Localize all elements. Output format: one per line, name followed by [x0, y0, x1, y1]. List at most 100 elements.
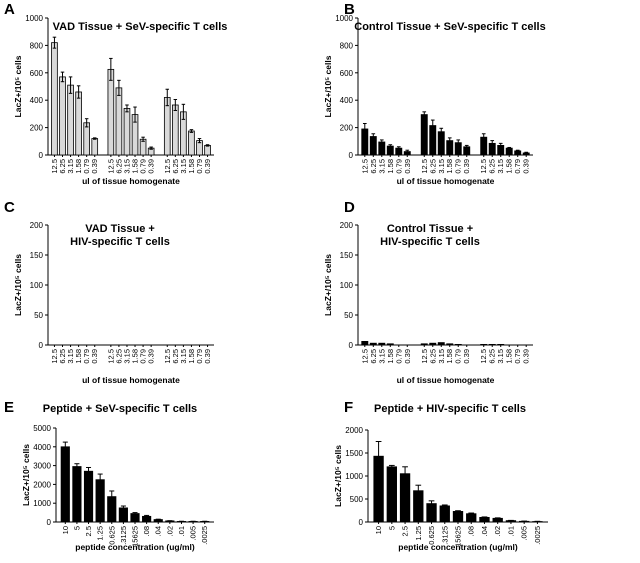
x-tick-label: 0.39 [203, 349, 212, 364]
error-bar [456, 139, 461, 146]
x-tick-label: 3.15 [179, 349, 188, 364]
bar [204, 145, 211, 156]
y-tick-label: 50 [34, 311, 43, 320]
error-bar [181, 103, 186, 120]
x-tick-label: 0.79 [82, 159, 91, 174]
error-bar [439, 127, 444, 136]
y-tick-label: 400 [340, 96, 354, 105]
error-bar [481, 133, 486, 142]
error-bar [396, 146, 401, 151]
x-axis-label: ul of tissue homogenate [397, 176, 495, 186]
x-tick-label: 3.15 [179, 159, 188, 174]
x-tick-label: 1.58 [386, 349, 395, 364]
y-tick-label: 0 [39, 151, 44, 160]
x-tick-label: .3125 [119, 526, 128, 545]
x-axis-label: ul of tissue homogenate [82, 176, 180, 186]
error-bar [524, 151, 529, 155]
error-bar [362, 122, 367, 135]
x-tick-label: 6.25 [428, 349, 437, 364]
x-tick-label: .04 [480, 526, 489, 536]
y-tick-label: 1500 [345, 449, 363, 458]
bar [420, 114, 428, 156]
x-tick-label: 1.58 [445, 349, 454, 364]
x-tick-label: 0.39 [403, 349, 412, 364]
chart-title: Control Tissue + [387, 223, 473, 235]
y-tick-label: 1000 [33, 499, 51, 508]
x-tick-label: 6.25 [369, 349, 378, 364]
error-bar [422, 111, 427, 118]
x-tick-label: .04 [154, 526, 163, 536]
error-bar [402, 466, 408, 482]
y-axis-label: LacZ+/10⁵ cells [13, 254, 23, 316]
x-tick-label: 0.39 [522, 349, 531, 364]
bar [429, 342, 437, 346]
y-tick-label: 150 [340, 251, 354, 260]
bar [60, 446, 70, 523]
x-tick-label: 12.5 [106, 349, 115, 364]
bar [51, 42, 58, 156]
y-tick-label: 50 [344, 311, 353, 320]
x-tick-label: 0.39 [147, 349, 156, 364]
bar [75, 91, 82, 156]
x-tick-label: 0.79 [394, 159, 403, 174]
y-tick-label: 5000 [33, 424, 51, 433]
bar [188, 130, 195, 156]
y-tick-label: 1000 [335, 14, 353, 23]
y-tick-label: 800 [30, 41, 44, 50]
bar [361, 340, 369, 346]
error-bar [92, 137, 97, 140]
error-bar [117, 79, 121, 96]
x-tick-label: 3.15 [437, 159, 446, 174]
bar [172, 104, 179, 156]
x-tick-label: 12.5 [420, 159, 429, 174]
x-tick-label: .02 [165, 526, 174, 536]
x-tick-label: 1.58 [386, 159, 395, 174]
x-tick-label: 0.79 [195, 159, 204, 174]
chart-title: Peptide + SeV-specific T cells [43, 403, 197, 415]
x-tick-label: 0.39 [522, 159, 531, 174]
x-tick-label: 12.5 [50, 159, 59, 174]
x-tick-label: 1.58 [131, 349, 140, 364]
y-tick-label: 0 [47, 518, 52, 527]
x-axis-label: ul of tissue homogenate [82, 375, 180, 385]
x-tick-label: 5 [72, 526, 81, 530]
x-tick-label: 1.58 [74, 349, 83, 364]
bar [439, 505, 450, 523]
y-tick-label: 800 [340, 41, 354, 50]
error-bar [74, 463, 80, 470]
error-bar [388, 144, 393, 148]
error-bar [430, 119, 435, 132]
y-tick-label: 500 [350, 495, 364, 504]
error-bar [415, 484, 422, 497]
x-tick-label: 0.79 [454, 159, 463, 174]
x-tick-label: 1.25 [414, 526, 423, 541]
y-tick-label: 400 [30, 96, 44, 105]
error-bar [68, 76, 73, 94]
x-tick-label: .01 [177, 526, 186, 536]
panel-letter: F [344, 399, 353, 416]
error-bar [447, 137, 452, 144]
bar [466, 513, 477, 523]
error-bar [464, 144, 469, 149]
bar [446, 343, 454, 346]
bar [72, 466, 82, 523]
bar [91, 138, 99, 156]
y-axis-label: LacZ+/10⁵ cells [21, 444, 31, 506]
x-tick-label: 1.58 [74, 159, 83, 174]
x-tick-label: 12.5 [479, 349, 488, 364]
x-tick-label: 6.25 [428, 159, 437, 174]
x-tick-label: 1.25 [96, 526, 105, 541]
error-bar [371, 133, 376, 140]
bar [386, 343, 394, 346]
x-tick-label: 6.25 [114, 159, 123, 174]
x-tick-label: .15625 [131, 526, 140, 549]
bar [369, 342, 377, 346]
error-bar [197, 138, 202, 144]
chart-title: HIV-specific T cells [380, 236, 480, 248]
bar [497, 343, 505, 346]
error-bar [60, 71, 65, 83]
y-tick-label: 100 [340, 281, 354, 290]
x-tick-label: 0.79 [513, 349, 522, 364]
y-tick-label: 100 [30, 281, 44, 290]
